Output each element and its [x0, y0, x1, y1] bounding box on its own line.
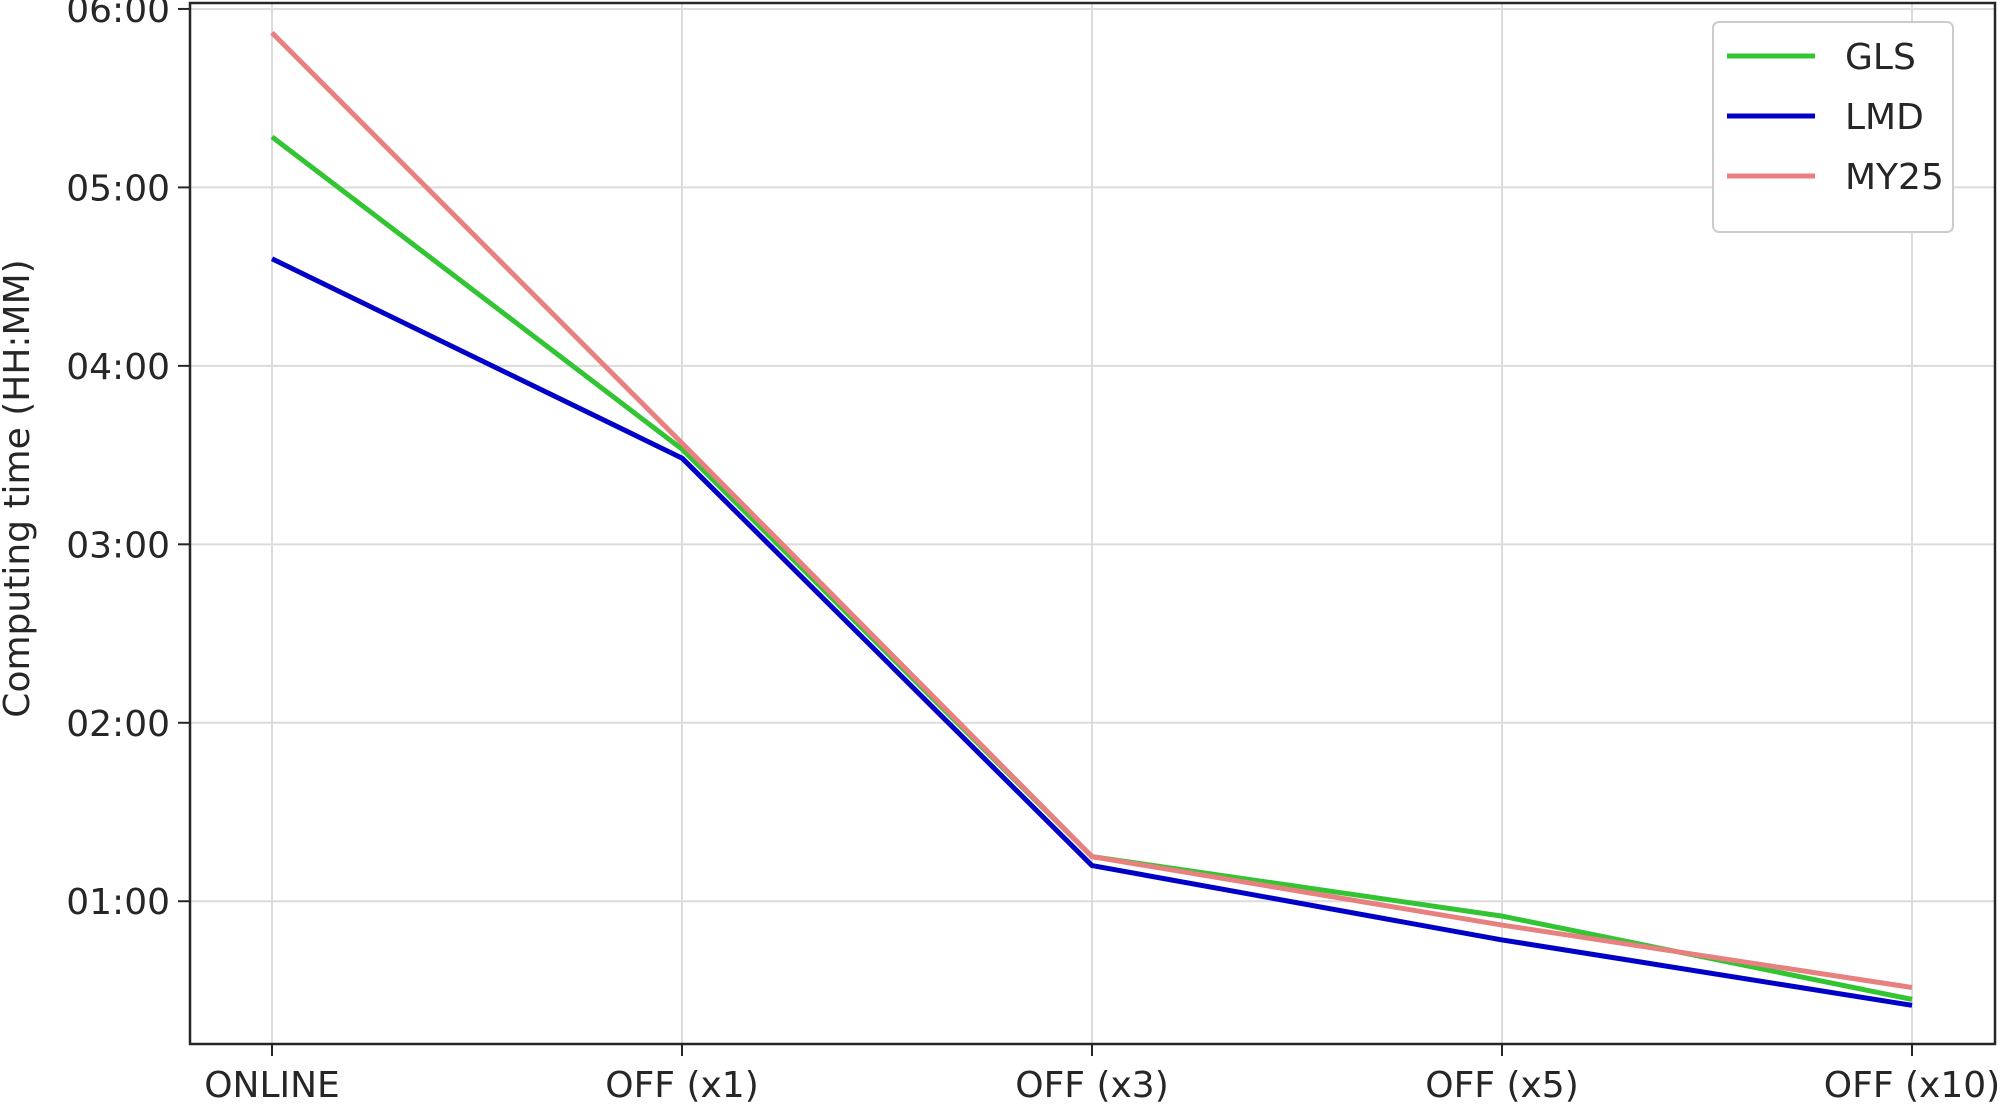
y-tick-label: 04:00 — [66, 347, 170, 388]
ticks-layer: ONLINE OFF (x1) OFF (x3) OFF (x5) OFF (x10) 0… — [66, 0, 2000, 1106]
series-line-lmd — [270, 256, 1913, 1008]
y-tick-label: 06:00 — [66, 0, 170, 31]
legend-label-my25: MY25 — [1845, 157, 1944, 198]
x-tick-label: OFF (x10) — [1824, 1065, 2000, 1106]
x-tick-label: OFF (x5) — [1425, 1065, 1579, 1106]
y-tick-label: 03:00 — [66, 525, 170, 566]
legend[interactable]: GLS LMD MY25 — [1712, 21, 1954, 233]
grid-layer — [190, 3, 1995, 1044]
series-line-my25 — [270, 30, 1913, 990]
legend-box — [1712, 21, 1954, 233]
y-axis-label: Computing time (HH:MM) — [0, 259, 38, 717]
y-tick-label: 05:00 — [66, 168, 170, 209]
x-tick-label: OFF (x3) — [1015, 1065, 1169, 1106]
x-tick-label: ONLINE — [204, 1065, 340, 1106]
legend-label-gls: GLS — [1845, 37, 1916, 78]
x-tick-label: OFF (x1) — [605, 1065, 759, 1106]
y-tick-label: 02:00 — [66, 704, 170, 745]
legend-label-lmd: LMD — [1845, 97, 1924, 138]
y-tick-label: 01:00 — [66, 882, 170, 923]
series-layer — [270, 30, 1913, 1008]
